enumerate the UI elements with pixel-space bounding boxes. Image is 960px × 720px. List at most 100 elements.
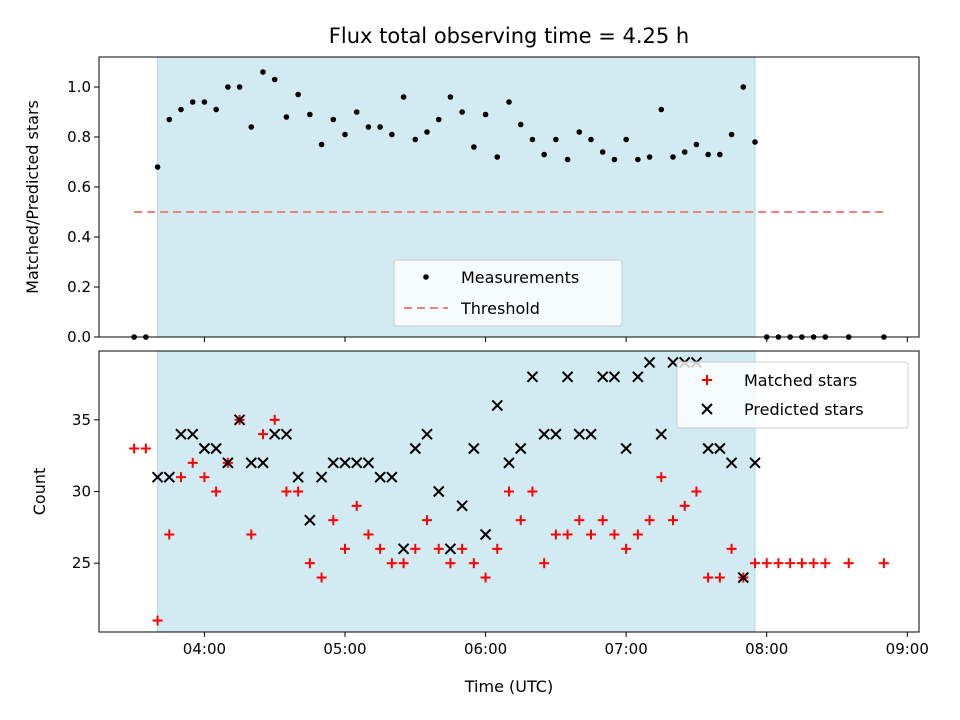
- measurement-point: [389, 131, 395, 138]
- predicted-star-point: [374, 471, 386, 483]
- matched-star-point: [375, 543, 386, 554]
- predicted-star-point: [187, 428, 199, 440]
- matched-star-point: [340, 543, 350, 554]
- matched-star-point: [410, 543, 421, 554]
- matched-star-point: [679, 500, 690, 511]
- measurement-point: [424, 129, 430, 135]
- measurement-point: [482, 111, 489, 118]
- matched-star-point: [316, 572, 327, 583]
- measurement-point: [564, 156, 571, 163]
- predicted-star-point: [749, 457, 761, 469]
- measurement-point: [330, 116, 337, 123]
- matched-star-point: [281, 486, 292, 497]
- x-tick-label: 07:00: [605, 640, 648, 658]
- predicted-star-point: [702, 442, 714, 455]
- predicted-star-point: [550, 428, 562, 440]
- measurement-point: [236, 84, 243, 90]
- measurement-point: [365, 124, 372, 130]
- legend-measurements-marker: [423, 274, 429, 280]
- predicted-star-point: [538, 428, 550, 440]
- measurement-point: [717, 151, 723, 158]
- matched-star-point: [621, 543, 632, 554]
- predicted-star-point: [655, 428, 667, 440]
- measurement-point: [588, 136, 594, 143]
- predicted-star-point: [433, 485, 445, 498]
- predicted-star-point: [280, 428, 293, 440]
- y-axis-label: Matched/Predicted stars: [23, 100, 42, 294]
- measurement-point: [260, 69, 266, 75]
- y-tick-label: 0.2: [67, 278, 91, 296]
- measurement-point: [225, 84, 231, 90]
- x-tick-label: 08:00: [745, 640, 788, 658]
- measurement-point: [529, 136, 536, 143]
- matched-star-point: [632, 529, 643, 540]
- x-tick-label: 09:00: [886, 640, 929, 658]
- predicted-star-point: [222, 457, 234, 469]
- legend-predicted-label: Predicted stars: [744, 400, 864, 419]
- legend-threshold-label: Threshold: [460, 299, 540, 318]
- matched-star-point: [304, 558, 315, 569]
- matched-star-point: [761, 558, 772, 569]
- predicted-star-point: [304, 514, 316, 526]
- measurement-point: [377, 124, 383, 130]
- measurement-point: [189, 99, 196, 105]
- matched-star-point: [656, 472, 667, 483]
- predicted-star-point: [210, 442, 222, 455]
- predicted-star-point: [163, 471, 175, 483]
- measurement-point: [295, 91, 301, 98]
- x-tick-label: 04:00: [183, 640, 226, 658]
- predicted-star-point: [362, 457, 375, 469]
- predicted-star-point: [386, 471, 398, 483]
- axes-frame: [98, 350, 920, 633]
- y-tick-label: 25: [72, 554, 91, 572]
- legend-box: [676, 361, 909, 429]
- measurement-point: [459, 109, 465, 115]
- predicted-star-point: [421, 428, 433, 440]
- measurement-point: [658, 106, 665, 113]
- measurement-point: [178, 106, 184, 113]
- measurement-point: [623, 136, 629, 143]
- matched-star-point: [211, 486, 222, 497]
- predicted-star-point: [643, 356, 656, 369]
- matched-star-point: [176, 472, 186, 483]
- matched-star-point: [796, 558, 807, 569]
- predicted-star-point: [620, 442, 632, 455]
- predicted-star-point: [444, 543, 457, 555]
- measurement-point: [447, 94, 454, 100]
- predicted-star-point: [257, 457, 269, 469]
- axes-frame: [98, 56, 920, 338]
- matched-star-point: [445, 558, 456, 569]
- matched-star-point: [140, 443, 151, 454]
- predicted-star-point: [198, 442, 211, 455]
- x-tick-label: 05:00: [323, 640, 366, 658]
- predicted-star-point: [725, 457, 738, 469]
- matched-star-point: [363, 529, 374, 540]
- matched-star-point: [504, 486, 514, 497]
- legend-measurements-label: Measurements: [461, 268, 579, 287]
- measurement-point: [435, 116, 442, 123]
- measurement-point: [576, 129, 583, 135]
- predicted-star-point: [315, 471, 328, 483]
- y-tick-label: 0.0: [67, 328, 91, 346]
- matched-star-point: [398, 558, 409, 569]
- matched-star-point: [351, 500, 362, 511]
- matched-star-point: [750, 558, 760, 569]
- measurement-point: [646, 154, 653, 160]
- predicted-star-point: [737, 571, 749, 584]
- matched-star-point: [515, 515, 526, 526]
- measurement-point: [681, 149, 688, 155]
- predicted-star-point: [632, 371, 644, 383]
- matched-star-point: [293, 486, 304, 497]
- measurement-point: [271, 76, 278, 83]
- predicted-star-point: [561, 371, 574, 383]
- observing-span: [157, 350, 756, 633]
- predicted-star-point: [468, 442, 480, 455]
- y-tick-label: 0.6: [67, 178, 91, 196]
- predicted-star-point: [327, 457, 339, 469]
- legend-matched-label: Matched stars: [744, 371, 857, 390]
- measurement-point: [201, 99, 208, 105]
- matched-star-point: [433, 543, 444, 554]
- matched-star-point: [726, 543, 737, 554]
- matched-star-point: [386, 558, 397, 569]
- predicted-star-point: [503, 457, 515, 469]
